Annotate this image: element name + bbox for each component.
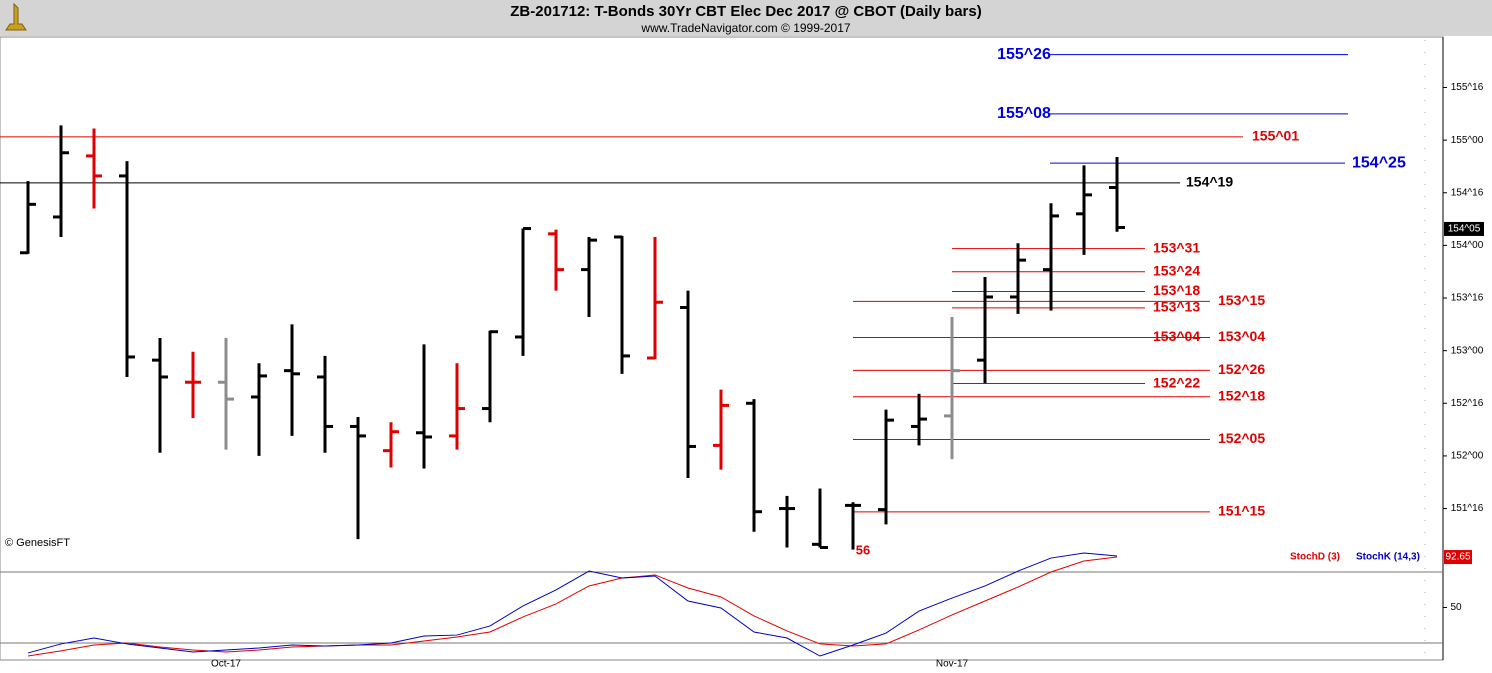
y-tick-label: 155^00 — [1451, 135, 1484, 146]
y-tick-label: 153^00 — [1451, 345, 1484, 356]
logo — [5, 2, 27, 31]
plot-area — [0, 36, 1444, 661]
level-label: 152^18 — [1218, 387, 1265, 403]
level-label: 155^08 — [997, 105, 1051, 122]
level-label: 153^15 — [1218, 292, 1265, 308]
level-label: 154^19 — [1186, 174, 1233, 190]
chart-title: ZB-201712: T-Bonds 30Yr CBT Elec Dec 201… — [510, 3, 981, 20]
level-label: 153^31 — [1153, 239, 1200, 255]
legend-entry: StochD (3) — [1290, 552, 1340, 563]
legend-entry: StochK (14,3) — [1356, 552, 1420, 563]
level-label: 154^25 — [1352, 154, 1406, 171]
source-note: © GenesisFT — [5, 537, 70, 549]
annotation: 56 — [856, 542, 870, 557]
x-tick-label: Oct-17 — [211, 659, 241, 670]
level-label: 153^18 — [1153, 282, 1200, 298]
y-tick-label: 152^16 — [1451, 398, 1484, 409]
level-label: 153^04 — [1218, 328, 1265, 344]
y-tick-label: 155^16 — [1451, 82, 1484, 93]
last-value-box — [1444, 550, 1472, 565]
y-tick-label: 152^00 — [1451, 451, 1484, 462]
level-label: 153^04 — [1153, 328, 1200, 344]
level-label: 153^24 — [1153, 262, 1200, 278]
y-tick-label: 154^16 — [1451, 187, 1484, 198]
level-label: 153^13 — [1153, 299, 1200, 315]
y-tick-label: 50 — [1450, 602, 1462, 613]
level-label: 155^26 — [997, 46, 1051, 63]
level-label: 152^05 — [1218, 430, 1265, 446]
level-label: 151^15 — [1218, 503, 1265, 519]
x-tick-label: Nov-17 — [936, 659, 969, 670]
chart-subtitle: www.TradeNavigator.com © 1999-2017 — [640, 21, 850, 35]
last-price-box — [1444, 221, 1484, 236]
level-label: 155^01 — [1252, 128, 1299, 144]
stoch-line — [27, 552, 1118, 657]
last-price-label: 154^05 — [1448, 224, 1481, 235]
header-band — [0, 0, 1492, 36]
level-label: 152^22 — [1153, 374, 1200, 390]
y-tick-label: 153^16 — [1451, 293, 1484, 304]
y-tick-label: 154^00 — [1451, 240, 1484, 251]
level-label: 152^26 — [1218, 361, 1265, 377]
y-tick-label: 151^16 — [1451, 503, 1484, 514]
last-value-label: 92.65 — [1445, 552, 1470, 563]
